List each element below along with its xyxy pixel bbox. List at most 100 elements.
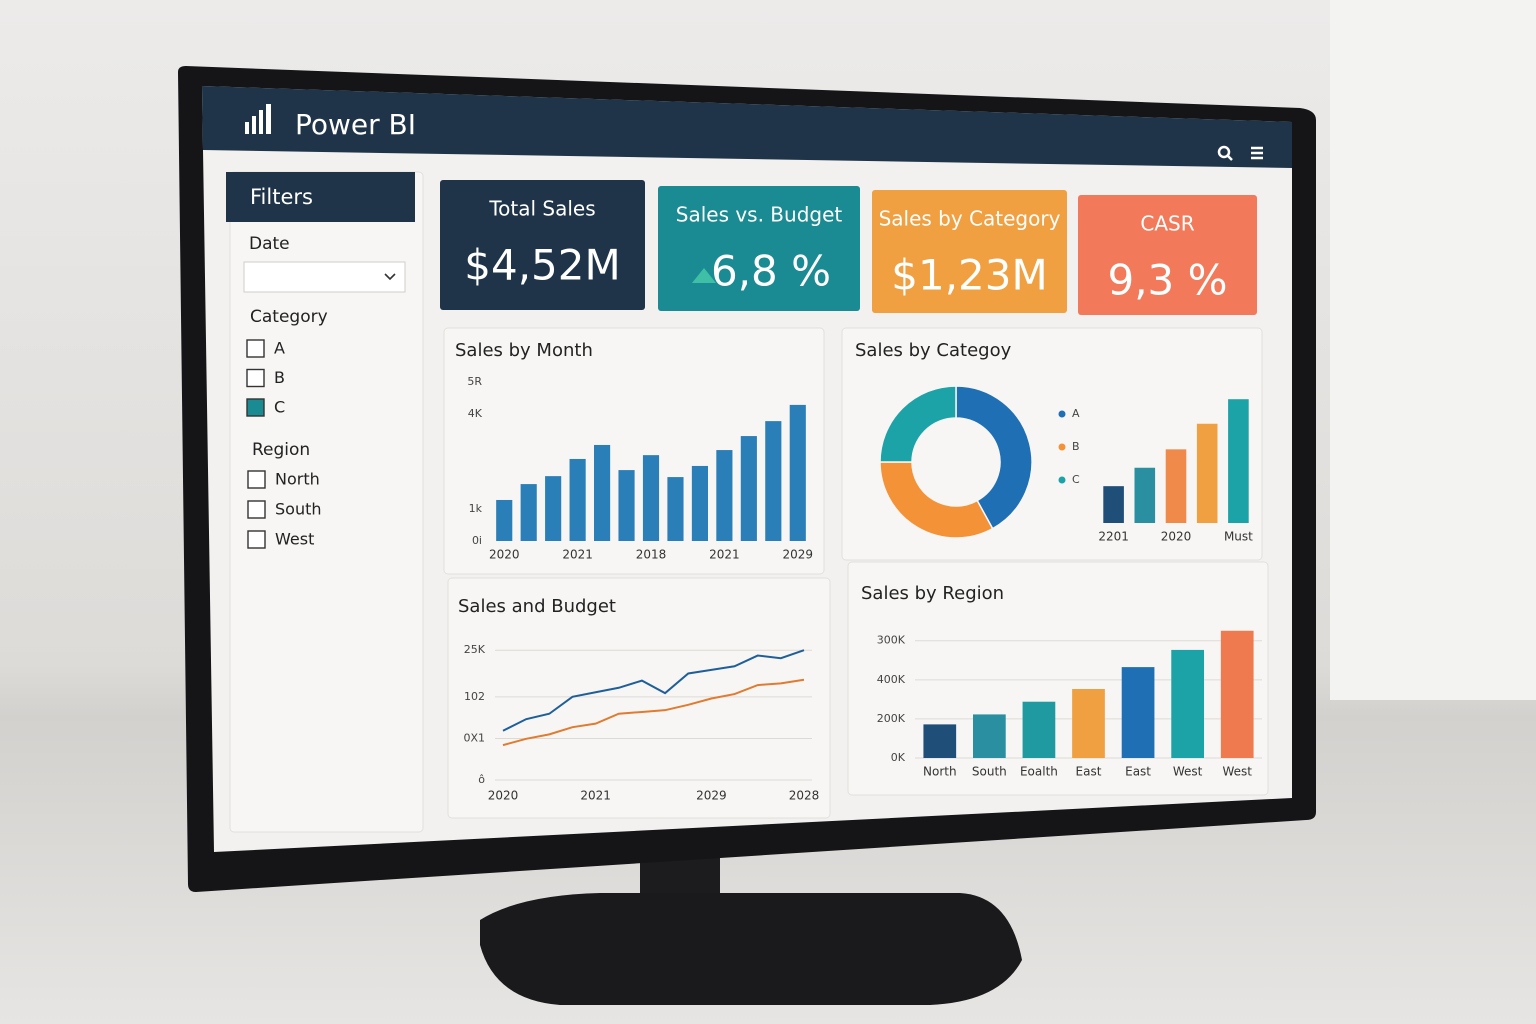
y-tick-label: ô <box>478 773 485 786</box>
kpi-value: $1,23M <box>891 251 1047 300</box>
kpi-title: Sales by Category <box>879 207 1061 231</box>
y-tick-label: 300K <box>877 634 906 647</box>
date-label: Date <box>249 234 290 254</box>
window <box>1330 0 1536 700</box>
donut-slice <box>879 461 994 539</box>
bar <box>716 450 733 541</box>
checkbox[interactable] <box>247 470 266 489</box>
bar <box>1072 689 1105 758</box>
line <box>502 649 805 732</box>
bar <box>496 499 513 541</box>
x-tick-label: 2020 <box>489 548 520 562</box>
bar <box>594 444 611 541</box>
header-bar <box>202 86 1292 168</box>
bar <box>1220 630 1254 758</box>
kpi-title: Sales vs. Budget <box>676 203 843 227</box>
chart-title: Sales by Categoy <box>855 340 1012 361</box>
x-tick-label: 2020 <box>1161 530 1192 544</box>
checkbox-label: South <box>275 500 322 519</box>
x-tick-label: 2028 <box>789 789 820 803</box>
bar <box>691 465 708 541</box>
checkbox[interactable] <box>247 500 266 519</box>
x-tick-label: 2029 <box>782 548 813 562</box>
y-tick-label: 0K <box>891 751 906 764</box>
region-label: Region <box>252 440 310 460</box>
bar <box>618 470 635 541</box>
date-dropdown[interactable] <box>243 261 406 293</box>
y-tick-label: 4K <box>468 407 483 420</box>
x-tick-label: East <box>1125 765 1151 779</box>
bar <box>1228 399 1249 523</box>
legend-label: B <box>1072 440 1080 453</box>
x-tick-label: Eoalth <box>1020 765 1058 779</box>
y-tick-label: 400K <box>877 673 906 686</box>
donut-slice <box>879 385 957 463</box>
y-tick-label: 102 <box>464 690 485 703</box>
bar <box>569 458 586 541</box>
x-tick-label: West <box>1222 765 1252 779</box>
kpi-card <box>872 190 1067 313</box>
x-tick-label: West <box>1173 765 1203 779</box>
x-tick-label: 2201 <box>1098 530 1129 544</box>
dropdown-arrow <box>384 273 396 281</box>
checkbox[interactable] <box>246 368 265 388</box>
checkbox-label: C <box>274 398 285 417</box>
bar <box>1022 701 1056 758</box>
checkbox[interactable] <box>247 530 266 549</box>
bar <box>1121 667 1155 758</box>
y-tick-label: 1k <box>469 502 483 515</box>
kpi-card <box>1078 195 1257 315</box>
donut-slice <box>955 385 1033 530</box>
checkbox-label: West <box>275 530 314 549</box>
stand-base <box>480 893 1022 1005</box>
x-tick-label: 2021 <box>709 548 740 562</box>
filters-header <box>226 172 415 222</box>
bar <box>765 421 782 541</box>
bar <box>1196 423 1218 523</box>
y-tick-label: 200K <box>877 712 906 725</box>
x-tick-label: 2018 <box>636 548 667 562</box>
x-tick-label: South <box>972 765 1007 779</box>
x-tick-label: Must <box>1224 530 1253 544</box>
bar <box>740 436 757 541</box>
bar <box>667 477 684 541</box>
kpi-value: $4,52M <box>464 241 620 290</box>
y-tick-label: 25K <box>464 643 486 656</box>
kpi-card <box>440 180 645 310</box>
x-tick-label: 2021 <box>562 548 593 562</box>
checkbox-label: B <box>274 368 285 387</box>
checkbox[interactable] <box>246 339 265 358</box>
app-title: Power BI <box>295 108 416 141</box>
chart-title: Sales and Budget <box>458 596 616 617</box>
bar <box>520 484 537 541</box>
x-tick-label: 2021 <box>580 789 611 803</box>
checkbox[interactable] <box>246 398 265 417</box>
kpi-title: CASR <box>1140 212 1194 236</box>
logo <box>245 104 271 134</box>
bar <box>923 724 957 758</box>
y-tick-label: 5R <box>467 375 482 388</box>
bar <box>972 714 1006 758</box>
chart-title: Sales by Region <box>861 583 1004 604</box>
legend-label: A <box>1072 407 1080 420</box>
x-tick-label: 2029 <box>696 789 727 803</box>
trend-arrow <box>692 268 716 283</box>
kpi-value: 6,8 % <box>711 247 831 296</box>
menu-icon[interactable] <box>1251 146 1263 160</box>
checkbox-label: A <box>274 339 285 358</box>
legend-dot <box>1058 443 1066 451</box>
bar <box>545 476 562 541</box>
bar <box>789 404 806 541</box>
legend-label: C <box>1072 473 1080 486</box>
kpi-value: 9,3 % <box>1107 256 1227 305</box>
search-icon[interactable] <box>1217 145 1233 161</box>
legend-dot <box>1058 410 1066 418</box>
bar <box>1171 649 1205 758</box>
y-tick-label: 0X1 <box>463 731 485 744</box>
x-tick-label: East <box>1076 765 1102 779</box>
x-tick-label: 2020 <box>488 789 519 803</box>
line <box>502 678 805 747</box>
x-tick-label: North <box>923 765 957 779</box>
